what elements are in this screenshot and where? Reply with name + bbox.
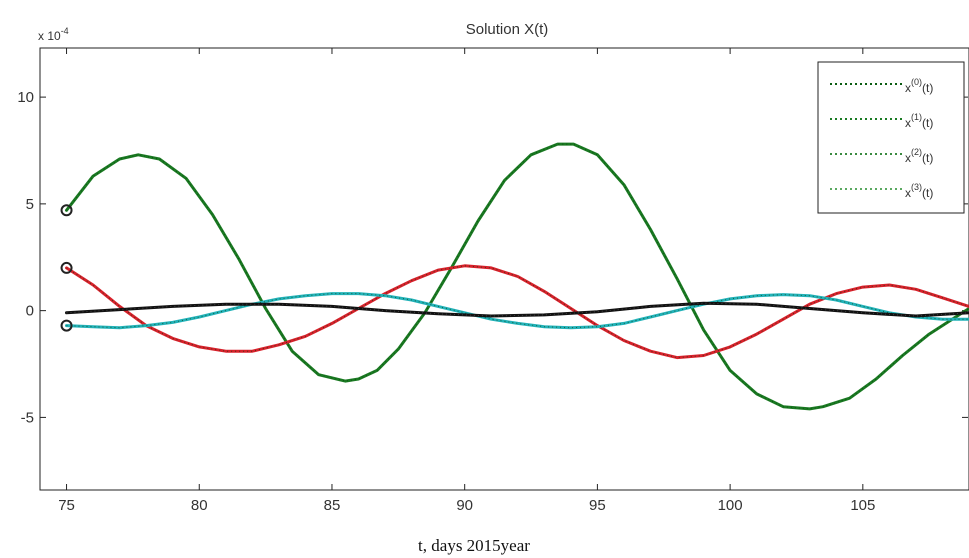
- legend-entry-label: x(1)(t): [905, 112, 933, 130]
- x-tick-label: 105: [850, 497, 875, 514]
- legend-entry-base: x: [905, 186, 911, 200]
- legend-entries: x(0)(t)x(1)(t)x(2)(t)x(3)(t): [830, 77, 933, 200]
- legend-entry-tail: (t): [922, 186, 933, 200]
- initial-marker: [60, 261, 73, 274]
- legend-entry-base: x: [905, 81, 911, 95]
- legend-entry-sup: (1): [911, 112, 922, 122]
- x-tick-label: 95: [589, 497, 606, 514]
- legend-entry-sup: (3): [911, 182, 922, 192]
- y-tick-label: 10: [17, 89, 34, 106]
- chart-title: Solution X(t): [466, 21, 549, 38]
- legend-entry-label: x(2)(t): [905, 147, 933, 165]
- initial-marker: [60, 204, 73, 217]
- legend-entry-tail: (t): [922, 116, 933, 130]
- series-lines: [65, 142, 969, 411]
- x-tick-label: 80: [191, 497, 208, 514]
- x-tick-label: 90: [456, 497, 473, 514]
- legend-entry-label: x(0)(t): [905, 77, 933, 95]
- x-tick-label: 85: [324, 497, 341, 514]
- axis-ticks: 75 80 85 90 95 100 105 -5 0 5 10: [17, 48, 968, 514]
- y-multiplier-exp: -4: [61, 26, 69, 36]
- x-tick-label: 100: [718, 497, 743, 514]
- legend-entry-sup: (0): [911, 77, 922, 87]
- legend-entry-base: x: [905, 151, 911, 165]
- initial-marker: [60, 319, 73, 332]
- legend-entry-tail: (t): [922, 81, 933, 95]
- legend-entry-sup: (2): [911, 147, 922, 157]
- x-tick-label: 75: [58, 497, 75, 514]
- y-multiplier-base: x 10: [38, 29, 61, 43]
- series-dotted-overlay-0: [66, 143, 969, 410]
- legend-entry-tail: (t): [922, 151, 933, 165]
- legend-entry-label: x(3)(t): [905, 182, 933, 200]
- series-line-3: [65, 301, 969, 318]
- initial-markers: [60, 204, 73, 332]
- legend-box: [817, 61, 965, 214]
- y-tick-label: 5: [26, 196, 34, 213]
- legend: x(0)(t)x(1)(t)x(2)(t)x(3)(t): [817, 61, 965, 214]
- plot-area: [39, 47, 969, 491]
- y-tick-label: 0: [26, 303, 34, 320]
- series-line-2: [65, 292, 969, 330]
- series-dotted-overlay-1: [66, 265, 969, 359]
- y-multiplier: x 10-4: [38, 26, 69, 43]
- y-tick-label: -5: [21, 409, 34, 426]
- legend-entry-base: x: [905, 116, 911, 130]
- x-axis-label: t, days 2015year: [418, 536, 530, 555]
